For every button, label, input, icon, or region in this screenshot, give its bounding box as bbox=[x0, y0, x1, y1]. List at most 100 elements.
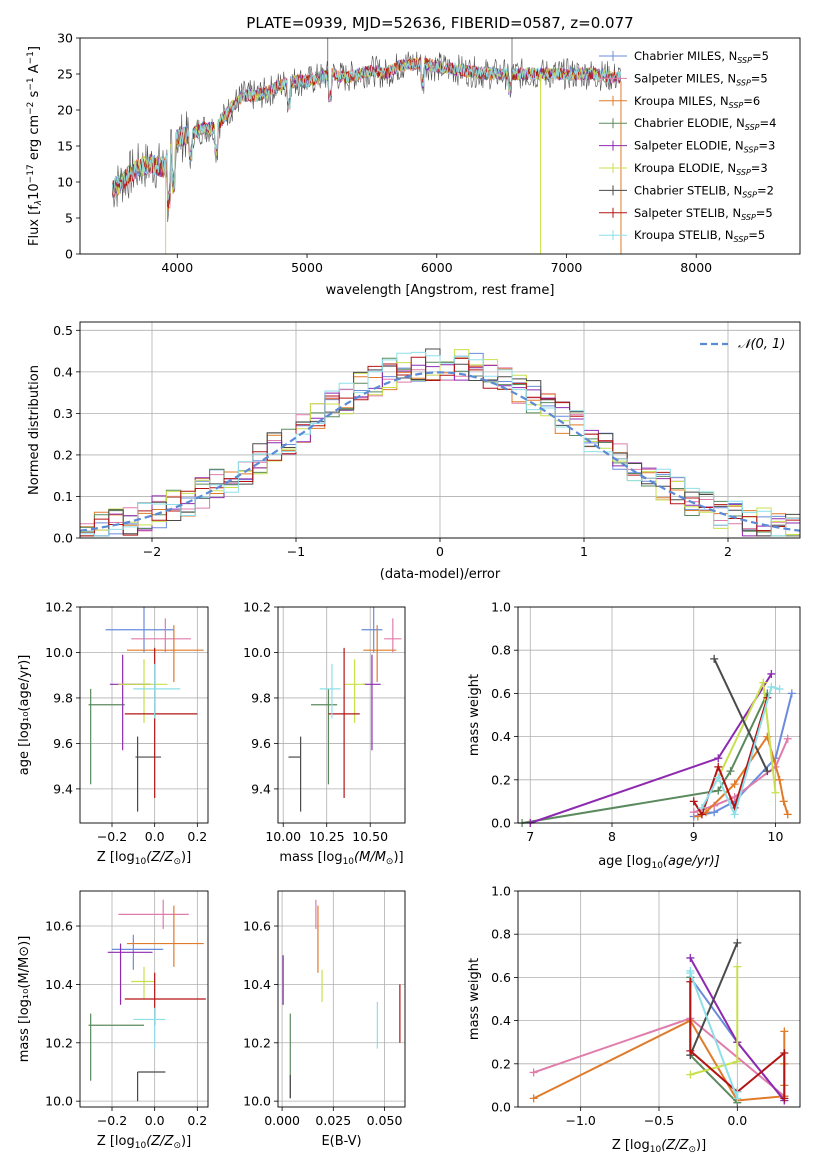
x-axis-label: mass [log10(M/M⊙)] bbox=[279, 850, 403, 867]
y-tick-label: 10.0 bbox=[243, 645, 271, 660]
x-axis-label-text: (Z/Z bbox=[146, 850, 174, 865]
mass-vs-Z-errorbars bbox=[88, 899, 206, 1102]
x-tick-label: 0.0 bbox=[145, 829, 165, 844]
legend-name: Salpeter STELIB, N bbox=[634, 206, 741, 220]
legend-entry: Salpeter ELODIE, NSSP=3 bbox=[634, 139, 775, 155]
y-tick-label: 1.0 bbox=[491, 884, 511, 899]
weight-point-marker bbox=[775, 685, 784, 694]
y-label-part: A bbox=[27, 64, 42, 77]
weight-point-marker bbox=[780, 1027, 789, 1036]
y-tick-label: 0.0 bbox=[491, 1100, 511, 1115]
x-tick-label: 7000 bbox=[551, 260, 583, 275]
spectrum-legend: Chabrier MILES, NSSP=5 Salpeter MILES, NS… bbox=[599, 49, 776, 244]
y-label-part: 10 bbox=[27, 183, 42, 200]
x-axis-label-text: (Z/Z bbox=[146, 1134, 174, 1149]
x-axis-label-sub: 10 bbox=[650, 1145, 662, 1155]
y-label-part: Flux [f bbox=[27, 205, 42, 246]
y-tick-label: 10.6 bbox=[45, 919, 73, 934]
x-tick-label: −0.2 bbox=[97, 1113, 127, 1128]
x-tick-label: 6000 bbox=[421, 260, 453, 275]
x-axis-label-text: )] bbox=[181, 850, 191, 865]
y-label-part: erg cm bbox=[27, 115, 42, 164]
legend-name: Chabrier ELODIE, N bbox=[634, 116, 745, 130]
legend-count: =5 bbox=[752, 49, 769, 63]
mass-vs-ebv-axes: 0.000 0.025 0.050 10.0 10.2 10.4 10.6 bbox=[243, 891, 405, 1128]
weight-point-marker bbox=[697, 803, 706, 812]
mass-vs-Z-axes: −0.2 0.0 0.2 10.0 10.2 10.4 10.6 bbox=[45, 891, 208, 1128]
y-axis-label: mass [log₁₀(M/M⊙)] bbox=[17, 936, 32, 1063]
spectrum-line bbox=[112, 56, 622, 202]
y-label-sup: −1 bbox=[26, 77, 36, 90]
y-tick-label: 10.0 bbox=[45, 645, 73, 660]
x-axis-label-text: mass [log bbox=[279, 850, 342, 865]
x-axis-label: Z [log10(Z/Z⊙)] bbox=[97, 1134, 191, 1151]
x-tick-label: 1 bbox=[580, 544, 588, 559]
y-tick-label: 10 bbox=[57, 175, 73, 190]
x-tick-label: 0.0 bbox=[727, 1113, 747, 1128]
y-tick-label: 0.4 bbox=[491, 729, 511, 744]
y-axis-label: mass weight bbox=[467, 674, 482, 756]
weight-point-marker bbox=[714, 773, 723, 782]
y-tick-label: 30 bbox=[57, 31, 73, 46]
weight-point-marker bbox=[730, 780, 739, 789]
weight-point-marker bbox=[783, 810, 792, 819]
weight-point-marker bbox=[693, 812, 702, 821]
legend-entry: Chabrier ELODIE, NSSP=4 bbox=[634, 116, 776, 132]
legend-sub: SSP bbox=[736, 78, 751, 87]
x-axis-label-text: )] bbox=[181, 1134, 191, 1149]
legend-entry: Chabrier MILES, NSSP=5 bbox=[634, 49, 769, 65]
weight-point-marker bbox=[780, 1094, 789, 1103]
y-label-sub: λ bbox=[34, 200, 44, 206]
y-axis-label: age [log₁₀(age/yr)] bbox=[17, 655, 32, 776]
legend-entry: Kroupa MILES, NSSP=6 bbox=[634, 94, 760, 110]
y-tick-label: 0.4 bbox=[53, 364, 73, 379]
x-axis-label-text: (M/M bbox=[354, 850, 386, 865]
y-tick-label: 10.0 bbox=[45, 1094, 73, 1109]
y-tick-label: 25 bbox=[57, 67, 73, 82]
weight-point-marker bbox=[710, 654, 719, 663]
x-tick-label: 0.050 bbox=[367, 1113, 403, 1128]
x-tick-label: 10.25 bbox=[309, 829, 345, 844]
x-axis-label-text: (Z/Z bbox=[661, 1138, 689, 1153]
legend-entry: Salpeter STELIB, NSSP=5 bbox=[634, 206, 773, 222]
y-tick-label: 9.4 bbox=[251, 781, 271, 796]
x-axis-label: Z [log10(Z/Z⊙)] bbox=[97, 850, 191, 867]
weight-series-line bbox=[713, 658, 769, 772]
x-axis-label: Z [log10(Z/Z⊙)] bbox=[612, 1138, 706, 1155]
y-axis-label: Normed distribution bbox=[27, 365, 42, 495]
mass-vs-Z-frame bbox=[79, 890, 209, 1108]
legend-name: Kroupa ELODIE, N bbox=[634, 161, 736, 175]
legend-name: Kroupa STELIB, N bbox=[634, 228, 734, 242]
legend-sub: SSP bbox=[734, 235, 749, 244]
x-tick-label: 2 bbox=[724, 544, 732, 559]
y-tick-label: 10.6 bbox=[243, 919, 271, 934]
weight-vs-age-frame bbox=[517, 606, 801, 824]
legend-entry: Salpeter MILES, NSSP=5 bbox=[634, 71, 768, 87]
weight-series-line bbox=[689, 942, 739, 1056]
gaussian-legend-label: 𝒩(0, 1) bbox=[738, 337, 785, 352]
histogram-series bbox=[80, 349, 800, 535]
x-axis-label: E(B-V) bbox=[321, 1134, 361, 1149]
x-tick-label: 0.0 bbox=[145, 1113, 165, 1128]
y-tick-label: 5 bbox=[65, 211, 73, 226]
y-tick-label: 0.8 bbox=[491, 927, 511, 942]
x-tick-label: 8 bbox=[608, 829, 616, 844]
legend-count: =3 bbox=[758, 139, 775, 153]
legend-sub: SSP bbox=[741, 213, 756, 222]
spectrum-axes: 4000 5000 6000 7000 8000 0 5 10 15 20 25 30 bbox=[57, 31, 712, 276]
weight-point-marker bbox=[714, 786, 723, 795]
x-axis-label-sub: 10 bbox=[135, 1141, 147, 1151]
x-tick-label: 10.00 bbox=[265, 829, 301, 844]
x-tick-label: 0.2 bbox=[187, 829, 207, 844]
histogram-series bbox=[80, 356, 800, 537]
weight-point-marker bbox=[686, 969, 695, 978]
weight-point-marker bbox=[686, 1070, 695, 1079]
x-axis-label-text: )] bbox=[696, 1138, 706, 1153]
y-tick-label: 10.4 bbox=[243, 977, 271, 992]
weight-point-marker bbox=[714, 762, 723, 771]
y-tick-label: 9.4 bbox=[53, 781, 73, 796]
y-axis-label: Flux [fλ10−17 erg cm−2 s−1 A−1] bbox=[26, 46, 44, 246]
legend-sub: SSP bbox=[737, 56, 752, 65]
y-tick-label: 10.4 bbox=[45, 977, 73, 992]
gaussian-curve bbox=[80, 371, 800, 532]
